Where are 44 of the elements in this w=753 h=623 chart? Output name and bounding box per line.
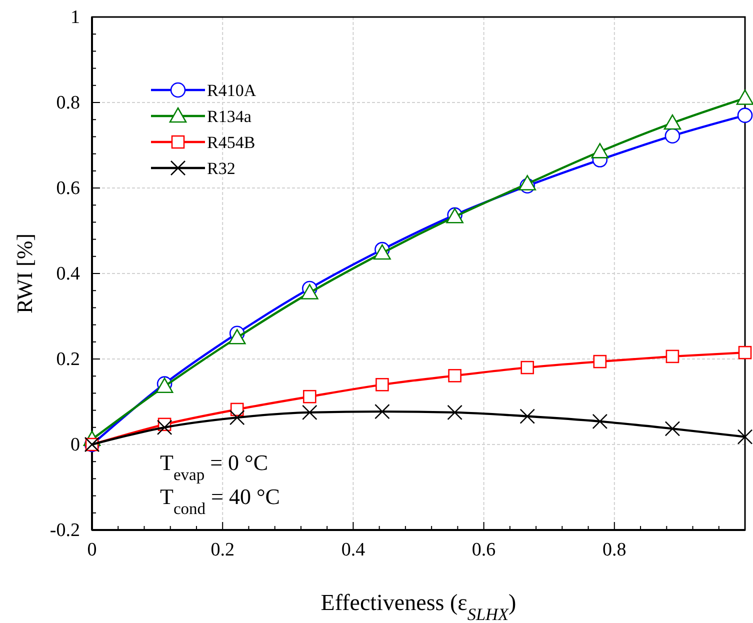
point xyxy=(520,360,534,374)
point xyxy=(593,354,607,368)
point xyxy=(228,328,246,344)
y-tick-label: 0.4 xyxy=(56,264,80,285)
y-tick-label: 0.2 xyxy=(56,349,80,370)
x-axis-title: Effectiveness (ε$_{SLHX}$) xyxy=(320,590,516,623)
point xyxy=(520,408,536,424)
y-tick-label: 1 xyxy=(70,7,80,28)
x-tick-label: 0.2 xyxy=(210,539,234,560)
point xyxy=(376,378,389,392)
annotation: T$_{cond}$ = 40 °C xyxy=(160,484,280,518)
y-tick-label: 0.8 xyxy=(56,92,80,114)
point xyxy=(664,421,680,436)
point xyxy=(736,90,753,105)
y-tick-label: 0.6 xyxy=(56,178,80,200)
annotation: T$_{evap}$ = 0 °C xyxy=(160,450,268,484)
point xyxy=(664,114,682,130)
y-tick-label: 0 xyxy=(70,434,80,456)
x-tick-label: 0.8 xyxy=(602,539,626,560)
point xyxy=(448,369,462,382)
point xyxy=(592,414,608,430)
point xyxy=(737,108,753,123)
legend-label: R134a xyxy=(207,107,252,126)
point xyxy=(302,390,316,404)
x-tick-label: 0 xyxy=(87,539,97,560)
legend-label: R410A xyxy=(207,81,257,100)
legend-label: R454B xyxy=(207,133,256,152)
point xyxy=(518,175,536,190)
point xyxy=(156,420,172,436)
point xyxy=(302,404,318,420)
y-axis-title: RWI [%] xyxy=(12,233,37,314)
point xyxy=(666,350,680,364)
point xyxy=(374,404,390,420)
y-tick-label: -0.2 xyxy=(50,520,80,542)
point xyxy=(737,429,753,444)
point xyxy=(738,346,752,360)
point xyxy=(591,143,609,158)
point xyxy=(664,128,680,144)
point xyxy=(300,284,318,300)
point xyxy=(447,404,462,420)
point xyxy=(229,410,245,426)
x-tick-label: 0.4 xyxy=(341,539,366,560)
x-tick-label: 0.6 xyxy=(472,539,496,560)
legend-label: R32 xyxy=(207,159,236,178)
